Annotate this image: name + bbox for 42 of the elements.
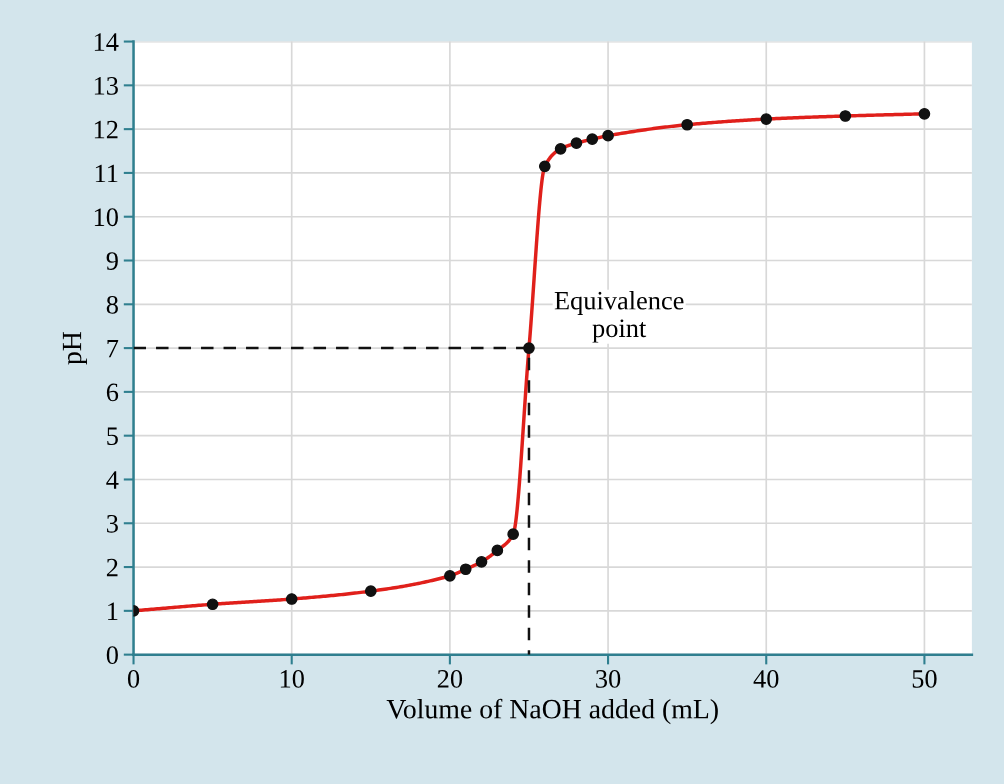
annotation: Equivalence point	[554, 291, 684, 343]
point	[839, 110, 852, 122]
point	[364, 585, 377, 597]
y-tick-label: 0	[106, 646, 118, 665]
y-tick-label: 2	[106, 558, 118, 577]
point	[681, 118, 693, 131]
point	[206, 598, 219, 611]
y-tick-label: 7	[107, 339, 119, 358]
point	[523, 342, 535, 354]
y-tick-label: 8	[106, 295, 118, 314]
x-tick-label: 40	[753, 669, 779, 688]
y-tick-label: 14	[94, 33, 119, 51]
point	[285, 593, 298, 605]
point	[570, 137, 583, 149]
x-tick-label: 50	[912, 669, 937, 688]
point	[602, 129, 614, 142]
point	[760, 113, 773, 125]
y-tick-label: 4	[106, 471, 119, 489]
x-tick-label: 0	[127, 669, 140, 688]
point	[491, 544, 504, 557]
y-axis-title: pH	[62, 331, 87, 365]
point	[554, 142, 567, 155]
y-tick-label: 9	[106, 252, 118, 270]
x-axis-title: Volume of NaOH added (mL)	[386, 698, 718, 725]
x-tick-label: 20	[437, 669, 463, 688]
point	[507, 528, 520, 541]
y-tick-label: 12	[94, 120, 118, 139]
point	[538, 160, 551, 173]
point	[586, 133, 599, 146]
y-tick-label: 3	[107, 514, 118, 533]
point	[475, 555, 488, 568]
point	[444, 569, 456, 582]
point	[459, 563, 472, 576]
y-tick-label: 11	[95, 164, 118, 183]
y-tick-label: 1	[108, 602, 118, 620]
x-tick-label: 10	[280, 669, 304, 688]
y-tick-label: 6	[106, 383, 119, 402]
x-tick-label: 30	[596, 669, 621, 688]
y-tick-label: 13	[94, 77, 118, 95]
point	[918, 107, 931, 120]
y-tick-label: 5	[107, 427, 118, 446]
y-tick-label: 10	[94, 208, 118, 227]
